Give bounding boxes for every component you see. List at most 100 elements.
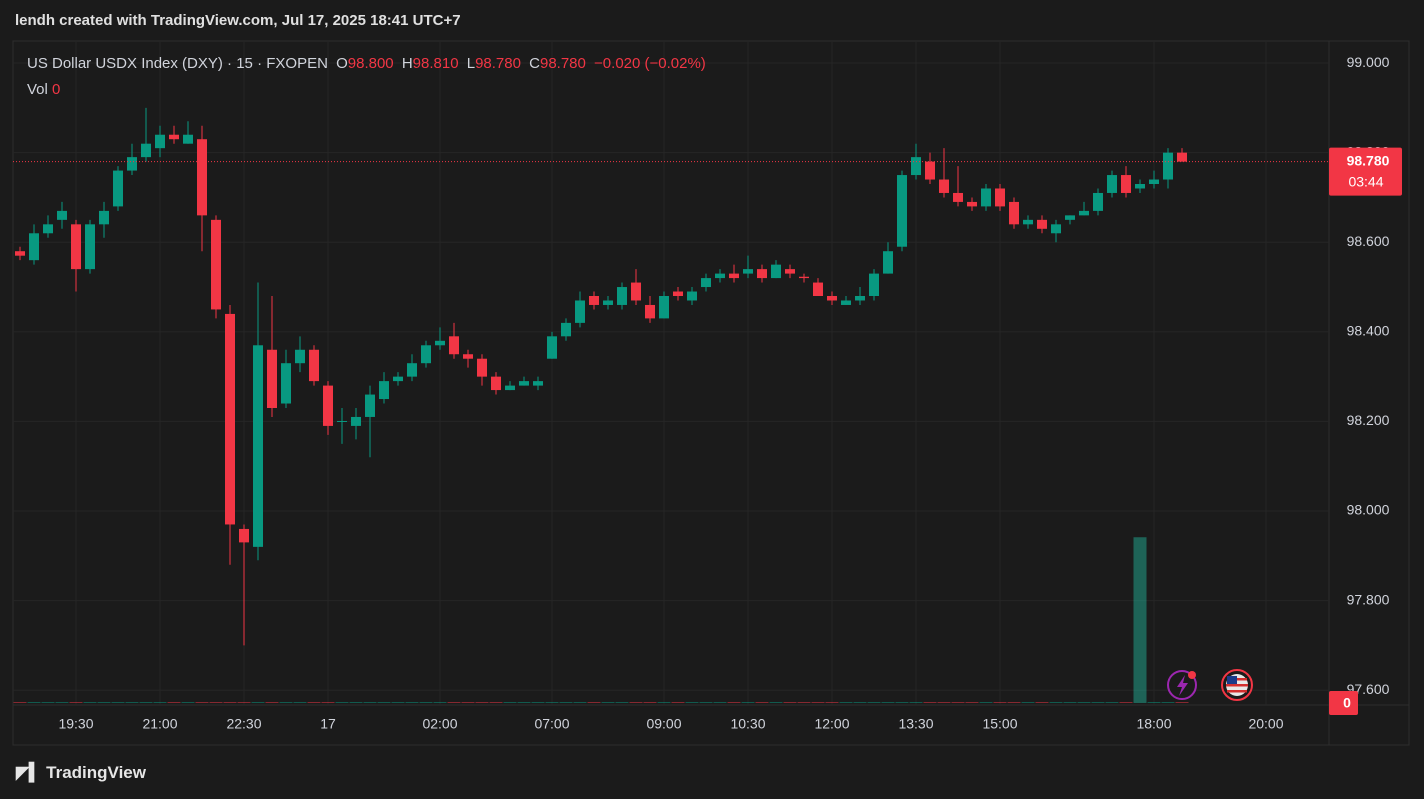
volume-bar [391,702,405,703]
candle-body [71,224,81,270]
candle-body [841,300,851,305]
volume-bar [923,702,937,703]
candle-body [1149,179,1159,185]
candle-body [785,269,795,274]
volume-bar [181,702,195,703]
volume-bar [1175,702,1189,703]
volume-bar [517,702,531,703]
candle-body [365,394,375,417]
candle-body [505,385,515,391]
candle-body [379,381,389,400]
candle-body [1135,184,1145,189]
volume-bar [125,702,139,703]
candle-body [771,264,781,279]
volume-bar [741,702,755,703]
y-tick-label: 98.400 [1347,323,1390,339]
ohlc-value: 98.810 [412,55,459,72]
candle-body [925,161,935,180]
candle-body [477,358,487,377]
candle-body [729,273,739,279]
volume-bar [377,702,391,703]
volume-bar [13,702,27,703]
candle-body [827,296,837,301]
volume-bar [251,702,265,703]
volume-bar [545,702,559,703]
legend: US Dollar USDX Index (DXY) · 15 · FXOPEN… [27,55,710,72]
volume-bar [1133,537,1147,703]
volume-bar [643,702,657,703]
volume-bar [559,702,573,703]
event-icon[interactable] [1167,670,1197,700]
volume-bar [27,702,41,703]
candle-body [267,349,277,408]
candle-body [1163,152,1173,180]
volume-bar [405,702,419,703]
candle-body [393,376,403,382]
volume-label: Vol [27,81,48,98]
volume-bar [111,702,125,703]
footer-logo: ◤▍ TradingView [16,763,146,782]
price-tag [1329,147,1402,196]
ohlc-value: 98.800 [347,55,394,72]
ohlc-value: 98.780 [475,55,521,72]
volume-bar [713,702,727,703]
candle-body [491,376,501,391]
country-flag-icon[interactable] [1221,669,1253,701]
y-tick-label: 98.000 [1347,502,1390,518]
volume-value: 0 [52,81,61,98]
y-tick-label: 98.200 [1347,412,1390,428]
candle-body [463,354,473,359]
candle-body [295,349,305,364]
candle-body [897,175,907,247]
volume-bar [699,702,713,703]
candle-body [575,300,585,323]
volume-bar [237,702,251,703]
footer-text: TradingView [46,763,146,782]
volume-bar [1035,702,1049,703]
volume-bar [769,702,783,703]
candle-body [1037,219,1047,229]
candle-body [617,287,627,305]
volume-bar [797,702,811,703]
x-tick-label: 21:00 [142,716,177,732]
candle-body [1079,210,1089,216]
candle-body [953,192,963,202]
candle-body [659,296,669,319]
frame [12,40,1410,746]
x-tick-label: 09:00 [646,716,681,732]
x-tick-label: 12:00 [814,716,849,732]
candle-body [533,381,543,386]
ohlc-label: H [401,55,413,72]
volume-bar [727,702,741,703]
x-tick-label: 20:00 [1248,716,1283,732]
volume-bar [839,702,853,703]
volume-bar [671,702,685,703]
volume-bar [55,702,69,703]
candle-body [309,349,319,382]
candle-body [15,251,25,256]
volume-bar [965,702,979,703]
candle-body [281,363,291,404]
candle-body [1107,175,1117,193]
volume-bar [951,702,965,703]
candle-body [169,134,179,140]
y-tick-label: 97.800 [1347,591,1390,607]
candle-body [967,201,977,207]
ohlc-label: L [466,55,476,72]
volume-bar [433,702,447,703]
volume-bar [97,702,111,703]
volume-bar [531,702,545,703]
candle-body [253,345,263,547]
volume-tag-value: 0 [1343,695,1351,711]
volume-bar [279,702,293,703]
y-tick-label: 98.600 [1347,233,1390,249]
candle-body [743,269,753,274]
candle-body [589,296,599,305]
volume-bar [573,702,587,703]
candle-body [337,420,347,422]
volume-bar [853,702,867,703]
candle-body [701,278,711,288]
candle-body [799,276,809,279]
